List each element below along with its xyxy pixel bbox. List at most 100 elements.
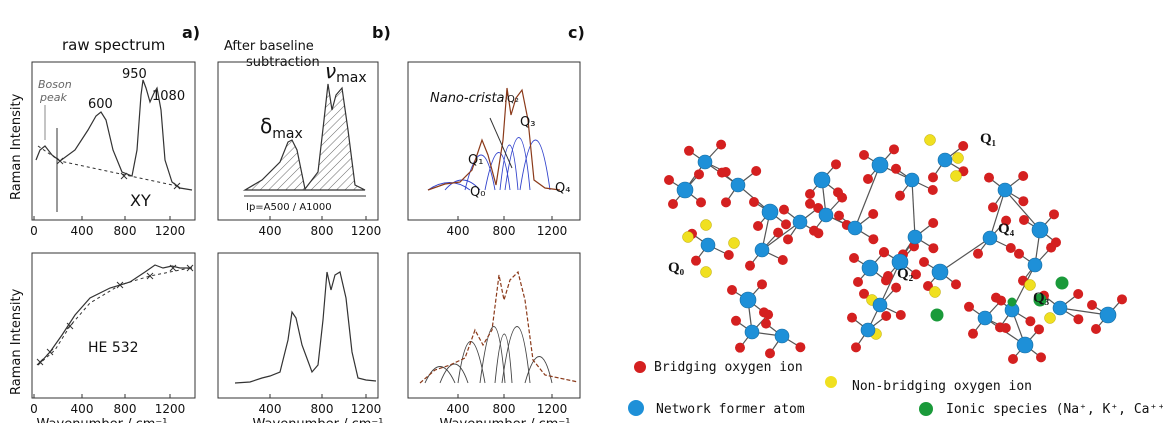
bridging-oxygen [696, 197, 706, 208]
bridging-oxygen [1034, 324, 1044, 335]
annotation: Ip=A500 / A1000 [246, 202, 332, 213]
non-bridging-oxygen [924, 134, 936, 146]
network-former [1052, 300, 1068, 316]
ionic-species [1055, 276, 1069, 290]
bridging-oxygen [895, 310, 906, 320]
bridging-oxygen [751, 166, 762, 176]
legend-marker [634, 361, 646, 373]
network-former [1099, 306, 1117, 324]
network-former [861, 259, 879, 277]
bridging-oxygen [834, 210, 844, 221]
x-tick-label: 400 [447, 402, 470, 416]
x-marker [116, 281, 124, 289]
network-former [977, 310, 993, 326]
x-tick-label: 800 [114, 224, 137, 238]
x-marker [173, 182, 181, 190]
x-tick-label: 0 [30, 224, 38, 238]
annotation: δmax [260, 114, 303, 142]
network-former [761, 203, 779, 221]
bridging-oxygen [809, 225, 819, 236]
axes-frame [407, 61, 581, 221]
subscript: max [272, 126, 303, 142]
bridging-oxygen [1008, 354, 1018, 364]
x-marker [169, 264, 177, 272]
non-bridging-oxygen [950, 170, 962, 182]
sample-label: XY [130, 191, 151, 210]
network-former [931, 263, 949, 281]
bridging-oxygen [951, 279, 961, 290]
bridging-oxygen [1073, 314, 1084, 325]
x-marker [46, 348, 54, 356]
non-bridging-oxygen [952, 152, 964, 164]
x-tick-label: 800 [493, 224, 516, 238]
bridging-oxygen [773, 227, 784, 238]
q-label: Q₀ [668, 260, 685, 276]
bridging-oxygen [928, 172, 938, 183]
q-label: Q₄ [998, 221, 1015, 237]
bridging-oxygen [717, 167, 727, 178]
bridging-oxygen [849, 253, 859, 263]
x-tick-label: 1200 [155, 402, 186, 416]
peak-label: 950 [122, 67, 147, 82]
bridging-oxygen [1019, 215, 1029, 225]
x-tick-label: 800 [114, 402, 137, 416]
panel-title: raw spectrum [62, 36, 165, 54]
bond [939, 237, 991, 273]
network-former [739, 291, 757, 309]
legend-entry: Bridging oxygen ion [654, 360, 803, 375]
network-former [774, 328, 790, 344]
network-former [891, 253, 909, 271]
bridging-oxygen [868, 234, 879, 245]
network-former [871, 156, 889, 174]
sample-label: HE 532 [88, 340, 139, 356]
network-former [1016, 336, 1034, 354]
x-tick-label: 800 [311, 402, 334, 416]
x-tick-label: 1200 [537, 224, 568, 238]
bridging-oxygen [763, 309, 774, 320]
x-tick-label: 1200 [155, 224, 186, 238]
bridging-oxygen [757, 279, 767, 290]
panel-title: After baseline [224, 39, 314, 54]
bridging-oxygen [1014, 248, 1024, 259]
bridging-oxygen [779, 204, 789, 215]
spectrum [242, 83, 366, 191]
non-bridging-oxygen [682, 231, 694, 243]
network-former [847, 220, 863, 236]
bridging-oxygen [868, 209, 879, 219]
non-bridging-oxygen [929, 286, 941, 298]
bridging-oxygen [895, 190, 905, 201]
network-former [813, 171, 831, 189]
legend-marker [628, 400, 644, 416]
ionic-species [1033, 293, 1047, 307]
bridging-oxygen [721, 197, 731, 208]
network-former [754, 242, 770, 258]
q-label: Q₂ [507, 94, 519, 105]
spectrum [419, 270, 579, 384]
bond [854, 164, 881, 229]
bridging-oxygen [911, 269, 921, 280]
bridging-oxygen [805, 198, 815, 209]
non-bridging-oxygen [1024, 279, 1036, 291]
x-markers [36, 157, 194, 366]
fit-components [427, 137, 551, 191]
legend-entry: Network former atom [656, 402, 805, 417]
non-bridging-oxygen [700, 219, 712, 231]
baseline [37, 145, 178, 187]
annotation: νmax [325, 59, 367, 86]
bridging-oxygen [1001, 215, 1012, 226]
bridging-oxygen [783, 234, 793, 245]
network-former [937, 152, 953, 168]
bridging-oxygen [968, 328, 978, 339]
bridging-oxygen [847, 312, 857, 323]
non-bridging-oxygen [700, 266, 712, 278]
bridging-oxygen [837, 192, 848, 203]
bridging-oxygen [1091, 324, 1101, 334]
bond [1004, 189, 1041, 231]
q-label: Q₁ [468, 153, 483, 168]
bridging-oxygen [795, 342, 806, 353]
x-tick-label: 1200 [537, 402, 568, 416]
structure-diagram [664, 134, 1127, 364]
panel-label: b) [372, 23, 391, 42]
network-former [860, 322, 876, 338]
